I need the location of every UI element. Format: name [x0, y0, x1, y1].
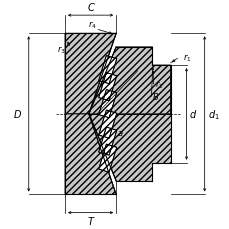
- Polygon shape: [98, 73, 116, 101]
- Polygon shape: [65, 114, 116, 195]
- Polygon shape: [98, 90, 116, 118]
- Text: D: D: [14, 109, 21, 119]
- Text: $r_1$: $r_1$: [182, 52, 191, 64]
- Polygon shape: [88, 48, 170, 114]
- Polygon shape: [98, 56, 116, 84]
- Text: B: B: [153, 93, 158, 101]
- Polygon shape: [98, 111, 116, 139]
- Polygon shape: [98, 128, 116, 155]
- Polygon shape: [65, 34, 116, 114]
- Text: a: a: [117, 128, 123, 137]
- Text: $r_2$: $r_2$: [155, 79, 163, 90]
- Polygon shape: [98, 144, 116, 172]
- Text: $r_3$: $r_3$: [57, 44, 66, 56]
- Text: d: d: [188, 109, 194, 119]
- Text: $d_1$: $d_1$: [207, 108, 219, 121]
- Polygon shape: [88, 114, 170, 181]
- Text: C: C: [87, 3, 94, 13]
- Text: T: T: [87, 216, 93, 226]
- Text: $r_4$: $r_4$: [87, 20, 96, 31]
